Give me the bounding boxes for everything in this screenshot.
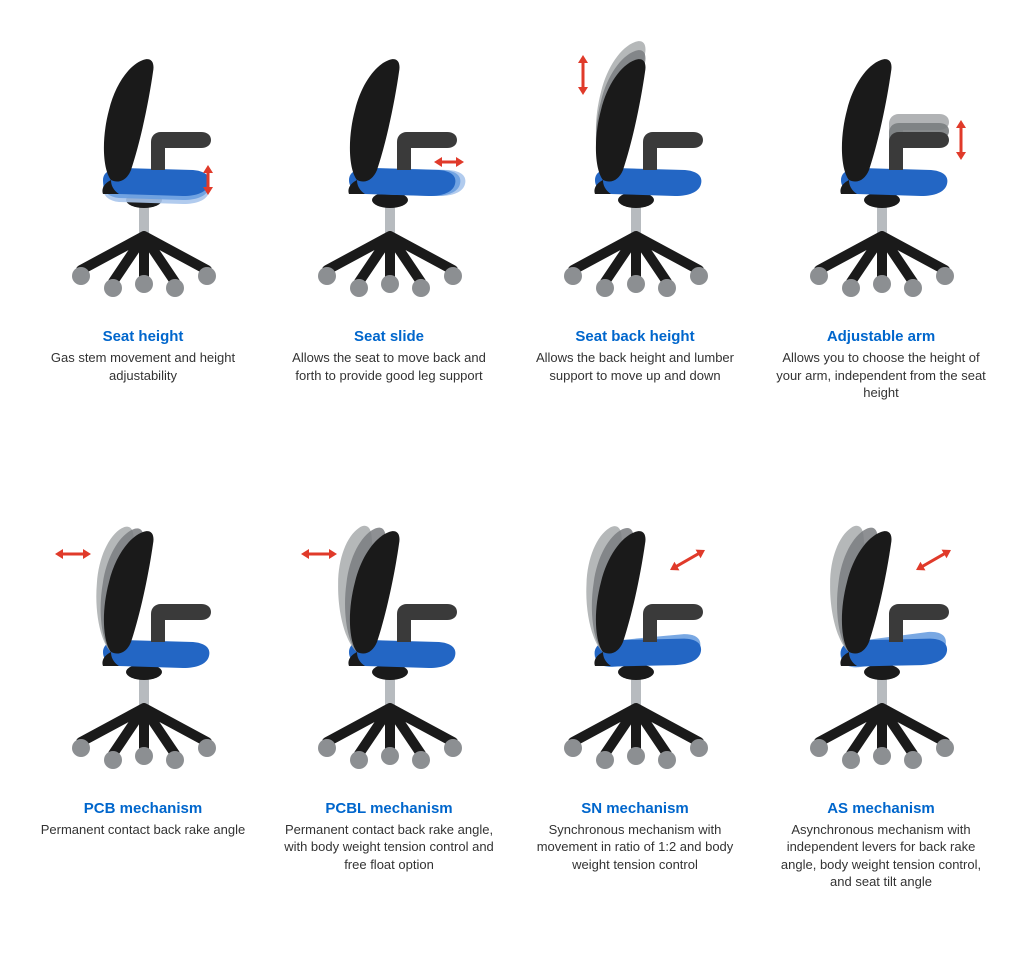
caption-as-mechanism: AS mechanism Asynchronous mechanism with …	[776, 800, 986, 891]
feature-description: Asynchronous mechanism with independent …	[776, 821, 986, 891]
caption-sn-mechanism: SN mechanism Synchronous mechanism with m…	[530, 800, 740, 874]
feature-description: Synchronous mechanism with movement in r…	[530, 821, 740, 874]
feature-title: PCBL mechanism	[284, 800, 494, 817]
feature-description: Permanent contact back rake angle	[41, 821, 246, 839]
chair-illustration-seat-back-height	[525, 20, 745, 320]
feature-seat-height: Seat height Gas stem movement and height …	[30, 20, 256, 472]
chair-illustration-seat-height	[33, 20, 253, 320]
feature-description: Allows the back height and lumber suppor…	[530, 349, 740, 384]
chair-illustration-adjustable-arm	[771, 20, 991, 320]
feature-pcbl-mechanism: PCBL mechanism Permanent contact back rak…	[276, 492, 502, 944]
feature-title: Adjustable arm	[776, 328, 986, 345]
chair-illustration-seat-slide	[279, 20, 499, 320]
feature-title: Seat back height	[530, 328, 740, 345]
caption-pcbl-mechanism: PCBL mechanism Permanent contact back rak…	[284, 800, 494, 874]
caption-pcb-mechanism: PCB mechanism Permanent contact back rake…	[41, 800, 246, 839]
feature-description: Allows the seat to move back and forth t…	[284, 349, 494, 384]
feature-adjustable-arm: Adjustable arm Allows you to choose the h…	[768, 20, 994, 472]
feature-seat-slide: Seat slide Allows the seat to move back a…	[276, 20, 502, 472]
feature-pcb-mechanism: PCB mechanism Permanent contact back rake…	[30, 492, 256, 944]
feature-description: Gas stem movement and height adjustabili…	[38, 349, 248, 384]
chair-illustration-pcbl-mechanism	[279, 492, 499, 792]
feature-as-mechanism: AS mechanism Asynchronous mechanism with …	[768, 492, 994, 944]
feature-description: Permanent contact back rake angle, with …	[284, 821, 494, 874]
caption-adjustable-arm: Adjustable arm Allows you to choose the h…	[776, 328, 986, 402]
chair-illustration-as-mechanism	[771, 492, 991, 792]
caption-seat-back-height: Seat back height Allows the back height a…	[530, 328, 740, 384]
feature-title: PCB mechanism	[41, 800, 246, 817]
caption-seat-slide: Seat slide Allows the seat to move back a…	[284, 328, 494, 384]
feature-title: AS mechanism	[776, 800, 986, 817]
feature-title: Seat slide	[284, 328, 494, 345]
caption-seat-height: Seat height Gas stem movement and height …	[38, 328, 248, 384]
infographic-grid: Seat height Gas stem movement and height …	[30, 20, 994, 943]
feature-seat-back-height: Seat back height Allows the back height a…	[522, 20, 748, 472]
feature-title: Seat height	[38, 328, 248, 345]
feature-description: Allows you to choose the height of your …	[776, 349, 986, 402]
chair-illustration-sn-mechanism	[525, 492, 745, 792]
chair-illustration-pcb-mechanism	[33, 492, 253, 792]
feature-title: SN mechanism	[530, 800, 740, 817]
feature-sn-mechanism: SN mechanism Synchronous mechanism with m…	[522, 492, 748, 944]
